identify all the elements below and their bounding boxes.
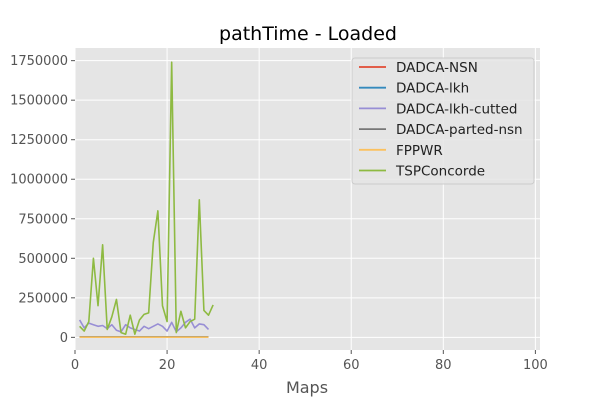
- y-tick-label: 0: [60, 331, 68, 346]
- x-tick-label: 40: [251, 358, 268, 373]
- x-tick-label: 60: [343, 358, 360, 373]
- x-tick-label: 20: [159, 358, 176, 373]
- legend-label: DADCA-lkh-cutted: [396, 101, 517, 117]
- y-tick-label: 500000: [18, 252, 68, 267]
- x-tick-label: 100: [523, 358, 548, 373]
- legend-label: TSPConcorde: [395, 164, 485, 180]
- legend-label: DADCA-parted-nsn: [396, 122, 523, 138]
- y-tick-label: 250000: [18, 291, 68, 306]
- x-axis-title: Maps: [286, 378, 328, 397]
- chart-title: pathTime - Loaded: [219, 23, 397, 45]
- x-tick-label: 0: [71, 358, 79, 373]
- y-tick-label: 750000: [18, 212, 68, 227]
- legend-label: DADCA-NSN: [396, 60, 478, 76]
- legend: DADCA-NSN DADCA-lkh DADCA-lkh-cutted DADCA-…: [351, 57, 535, 185]
- axis-ticks: 0 20 40 60 80 100 0 250000 500000 750000 1000000 12…: [10, 54, 548, 373]
- legend-label: FPPWR: [396, 143, 443, 159]
- legend-label: DADCA-lkh: [396, 81, 469, 97]
- x-tick-label: 80: [435, 358, 452, 373]
- y-tick-label: 1500000: [10, 94, 68, 109]
- legend-box: [351, 57, 535, 185]
- y-tick-label: 1000000: [10, 173, 68, 188]
- series-lines: [78, 61, 214, 338]
- series-line-tspconcorde: [79, 61, 214, 335]
- y-tick-label: 1250000: [10, 133, 68, 148]
- series-line-dadca-lkh-cutted: [78, 318, 210, 333]
- y-tick-label: 1750000: [10, 54, 68, 69]
